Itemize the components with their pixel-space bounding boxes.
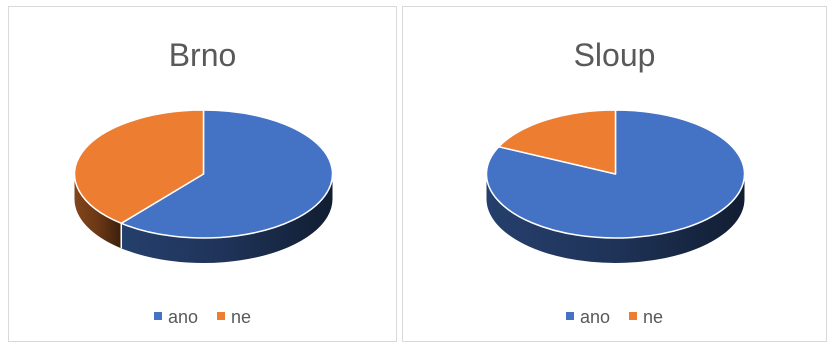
pie-slice-ne xyxy=(498,109,617,175)
legend-label: ano xyxy=(167,307,198,327)
legend-swatch-ne xyxy=(217,312,226,321)
chart-legend: ano ne xyxy=(9,307,396,328)
legend-swatch-ne xyxy=(629,312,638,321)
legend-item-ne: ne xyxy=(629,307,663,328)
legend-label: ne xyxy=(643,307,664,327)
pie-slice-side-ano xyxy=(121,174,333,263)
legend-swatch-ano xyxy=(153,312,162,321)
legend-label: ano xyxy=(579,307,610,327)
chart-legend: ano ne xyxy=(403,307,826,328)
pie-slice-ne xyxy=(73,109,205,225)
chart-panel-sloup: Sloup ano ne xyxy=(402,6,827,342)
pie-chart-brno xyxy=(73,109,334,263)
pie-slice-side-ano xyxy=(486,174,745,263)
chart-title: Sloup xyxy=(573,37,656,73)
chart-title: Brno xyxy=(168,37,237,73)
legend-item-ano: ano xyxy=(153,307,198,328)
legend-label: ne xyxy=(231,307,252,327)
legend-item-ne: ne xyxy=(217,307,251,328)
chart-panel-brno: Brno ano ne xyxy=(8,6,397,342)
legend-item-ano: ano xyxy=(565,307,610,328)
pie-slice-ano xyxy=(485,109,746,239)
pie-slice-ano xyxy=(120,109,334,239)
pie-chart-sloup xyxy=(485,109,746,263)
legend-swatch-ano xyxy=(565,312,574,321)
